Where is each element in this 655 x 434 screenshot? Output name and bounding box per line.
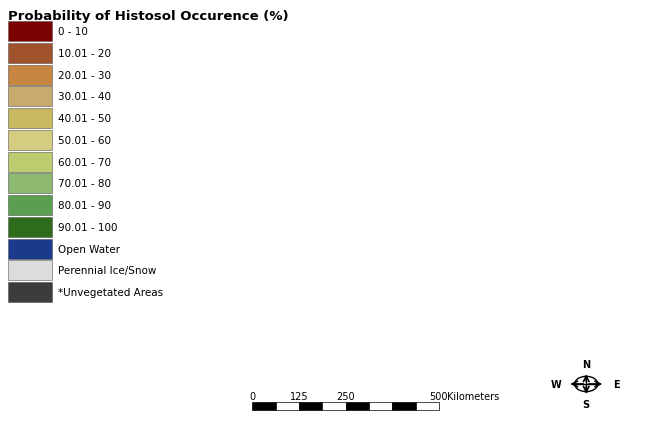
Bar [8, 217, 52, 237]
Text: 50.01 - 60: 50.01 - 60 [58, 136, 111, 145]
Text: 70.01 - 80: 70.01 - 80 [58, 179, 111, 189]
Text: S: S [583, 399, 590, 409]
Text: 125: 125 [290, 391, 308, 401]
Bar [346, 402, 369, 410]
Bar [8, 66, 52, 85]
Text: Perennial Ice/Snow: Perennial Ice/Snow [58, 266, 156, 276]
Text: *Unvegetated Areas: *Unvegetated Areas [58, 288, 162, 297]
Text: 90.01 - 100: 90.01 - 100 [58, 223, 117, 232]
Text: W: W [550, 379, 561, 389]
Text: 30.01 - 40: 30.01 - 40 [58, 92, 111, 102]
Bar [369, 402, 392, 410]
Text: 250: 250 [336, 391, 355, 401]
Bar [415, 402, 439, 410]
Text: N: N [582, 359, 590, 369]
Bar [8, 131, 52, 151]
Bar [392, 402, 415, 410]
Bar [8, 283, 52, 302]
Bar [8, 109, 52, 129]
Bar [8, 44, 52, 64]
Bar [8, 174, 52, 194]
Bar [276, 402, 299, 410]
Text: 0 - 10: 0 - 10 [58, 27, 88, 37]
Text: E: E [613, 379, 620, 389]
Bar [299, 402, 322, 410]
Bar [8, 87, 52, 107]
Text: 80.01 - 90: 80.01 - 90 [58, 201, 111, 210]
Bar [8, 22, 52, 42]
Text: 60.01 - 70: 60.01 - 70 [58, 158, 111, 167]
Text: 20.01 - 30: 20.01 - 30 [58, 71, 111, 80]
Bar [322, 402, 346, 410]
Text: 10.01 - 20: 10.01 - 20 [58, 49, 111, 59]
Bar [8, 261, 52, 281]
Bar [8, 152, 52, 172]
Text: Kilometers: Kilometers [447, 391, 499, 401]
Bar [8, 239, 52, 259]
Text: Probability of Histosol Occurence (%): Probability of Histosol Occurence (%) [8, 10, 288, 23]
Text: 0: 0 [249, 391, 255, 401]
Text: Open Water: Open Water [58, 244, 120, 254]
Bar [8, 196, 52, 216]
Bar [252, 402, 276, 410]
Text: 500: 500 [430, 391, 448, 401]
Text: 40.01 - 50: 40.01 - 50 [58, 114, 111, 124]
